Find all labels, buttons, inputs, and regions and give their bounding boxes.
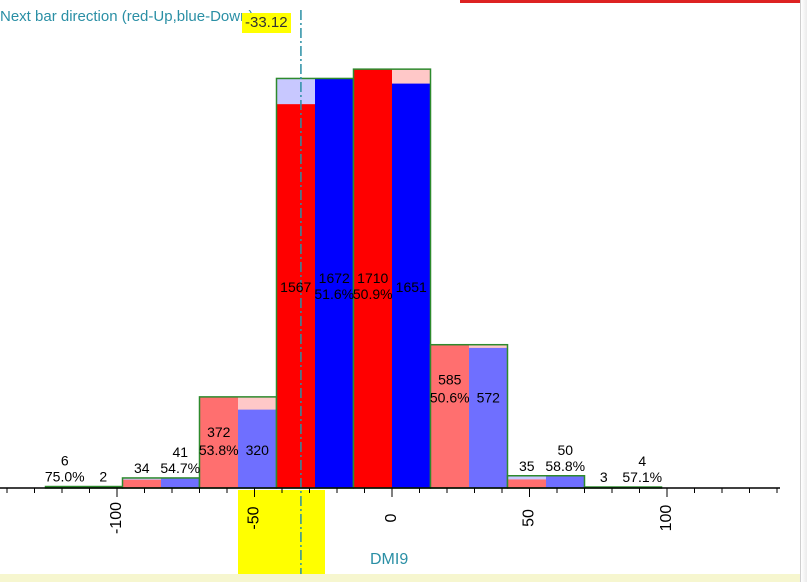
bar-down-4[interactable] bbox=[392, 83, 431, 489]
x-tick-label--50: -50 bbox=[246, 506, 263, 529]
x-axis-label: DMI9 bbox=[370, 551, 409, 568]
x-tick-label-0: 0 bbox=[383, 513, 400, 522]
label-up-pct-4: 50.9% bbox=[353, 286, 393, 302]
label-up-count-1: 34 bbox=[134, 460, 150, 476]
label-down-count-0: 2 bbox=[99, 469, 107, 485]
bar-down-3[interactable] bbox=[315, 78, 354, 489]
window-bottom-strip bbox=[0, 574, 800, 582]
label-up-count-0: 6 bbox=[61, 453, 69, 469]
label-up-count-3: 1567 bbox=[280, 279, 311, 295]
bar-down-6[interactable] bbox=[546, 475, 585, 488]
bar-down-1[interactable] bbox=[161, 477, 200, 488]
label-down-count-3: 1672 bbox=[319, 270, 350, 286]
x-axis: -100 -50 0 50 100 bbox=[0, 487, 780, 534]
bar-up-1[interactable] bbox=[122, 479, 162, 488]
x-tick-label-50: 50 bbox=[521, 509, 538, 527]
label-up-count-6: 35 bbox=[519, 458, 535, 474]
label-down-count-2: 320 bbox=[246, 442, 270, 458]
window-top-accent bbox=[460, 0, 807, 3]
label-down-pct-7: 57.1% bbox=[622, 469, 662, 485]
label-up-pct-5: 50.6% bbox=[430, 390, 470, 406]
bar-down-5[interactable] bbox=[469, 347, 508, 488]
label-down-count-6: 50 bbox=[557, 442, 573, 458]
bar-up-2[interactable] bbox=[199, 396, 239, 488]
label-up-count-4: 1710 bbox=[357, 270, 388, 286]
label-down-pct-6: 58.8% bbox=[545, 458, 585, 474]
label-down-pct-1: 54.7% bbox=[160, 460, 200, 476]
bar-up-6[interactable] bbox=[507, 479, 547, 488]
chart-title: Next bar direction (red-Up,blue-Down) bbox=[0, 8, 254, 25]
bar-up-4[interactable] bbox=[353, 69, 393, 489]
bars-layer bbox=[44, 68, 663, 489]
bar-down-2[interactable] bbox=[238, 409, 277, 488]
label-up-count-7: 3 bbox=[600, 469, 608, 485]
x-tick-label-100: 100 bbox=[658, 505, 675, 532]
label-up-pct-0: 75.0% bbox=[45, 469, 85, 485]
bar-up-3[interactable] bbox=[276, 104, 316, 488]
label-down-pct-3: 51.6% bbox=[314, 286, 354, 302]
bar-up-5[interactable] bbox=[430, 344, 470, 488]
x-tick-label--100: -100 bbox=[108, 502, 125, 534]
label-down-count-5: 572 bbox=[477, 390, 501, 406]
cursor-band bbox=[238, 490, 325, 582]
label-up-count-5: 585 bbox=[438, 372, 462, 388]
label-up-pct-2: 53.8% bbox=[199, 442, 239, 458]
window-right-edge bbox=[800, 0, 807, 582]
label-down-count-4: 1651 bbox=[396, 279, 427, 295]
label-up-count-2: 372 bbox=[207, 424, 231, 440]
cursor-value-label: -33.12 bbox=[242, 13, 291, 33]
label-down-count-1: 41 bbox=[172, 444, 188, 460]
label-down-count-7: 4 bbox=[638, 453, 646, 469]
